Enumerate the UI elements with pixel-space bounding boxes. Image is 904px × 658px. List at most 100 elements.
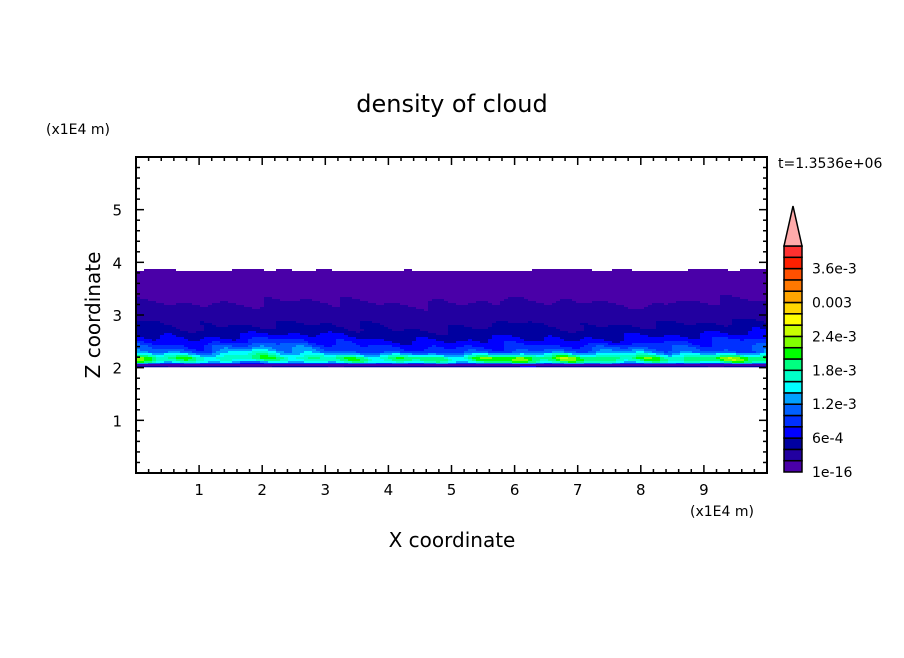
contour-cell bbox=[448, 285, 452, 288]
contour-cell bbox=[428, 287, 432, 290]
contour-cell bbox=[664, 281, 668, 284]
contour-cell bbox=[204, 299, 208, 302]
contour-cell bbox=[248, 327, 252, 330]
contour-cell bbox=[300, 273, 304, 276]
contour-cell bbox=[184, 311, 188, 314]
contour-cell bbox=[180, 299, 184, 302]
contour-cell bbox=[736, 311, 740, 314]
contour-cell bbox=[312, 303, 316, 306]
contour-cell bbox=[512, 279, 516, 282]
contour-cell bbox=[632, 303, 636, 306]
contour-cell bbox=[476, 329, 480, 332]
contour-cell bbox=[276, 313, 280, 316]
contour-cell bbox=[396, 319, 400, 322]
contour-cell bbox=[136, 285, 140, 288]
contour-cell bbox=[444, 295, 448, 298]
contour-cell bbox=[712, 297, 716, 300]
contour-cell bbox=[688, 307, 692, 310]
contour-cell bbox=[396, 309, 400, 312]
contour-cell bbox=[420, 311, 424, 314]
contour-cell bbox=[436, 299, 440, 302]
contour-cell bbox=[392, 293, 396, 296]
contour-cell bbox=[272, 311, 276, 314]
contour-cell bbox=[392, 273, 396, 276]
contour-cell bbox=[516, 327, 520, 330]
contour-cell bbox=[516, 331, 520, 334]
contour-cell bbox=[240, 271, 244, 274]
contour-cell bbox=[136, 277, 140, 280]
contour-cell bbox=[668, 277, 672, 280]
contour-cell bbox=[176, 293, 180, 296]
contour-cell bbox=[576, 287, 580, 290]
contour-cell bbox=[296, 309, 300, 312]
contour-cell bbox=[536, 325, 540, 328]
contour-cell bbox=[684, 323, 688, 326]
contour-cell bbox=[552, 271, 556, 274]
contour-cell bbox=[576, 321, 580, 324]
contour-cell bbox=[340, 311, 344, 314]
contour-cell bbox=[300, 321, 304, 324]
contour-cell bbox=[324, 301, 328, 304]
contour-cell bbox=[224, 275, 228, 278]
contour-cell bbox=[164, 317, 168, 320]
contour-cell bbox=[512, 293, 516, 296]
contour-cell bbox=[708, 311, 712, 314]
contour-cell bbox=[536, 271, 540, 274]
contour-cell bbox=[304, 289, 308, 292]
contour-cell bbox=[472, 329, 476, 332]
contour-cell bbox=[752, 311, 756, 314]
contour-cell bbox=[692, 329, 696, 332]
contour-cell bbox=[692, 307, 696, 310]
contour-cell bbox=[560, 283, 564, 286]
contour-cell bbox=[164, 327, 168, 330]
contour-cell bbox=[636, 273, 640, 276]
contour-cell bbox=[388, 295, 392, 298]
contour-cell bbox=[492, 295, 496, 298]
contour-cell bbox=[716, 321, 720, 324]
contour-cell bbox=[152, 295, 156, 298]
contour-cell bbox=[360, 299, 364, 302]
contour-cell bbox=[748, 307, 752, 310]
contour-cell bbox=[168, 275, 172, 278]
contour-cell bbox=[520, 271, 524, 274]
contour-cell bbox=[596, 289, 600, 292]
contour-cell bbox=[176, 333, 180, 336]
contour-cell bbox=[292, 329, 296, 332]
contour-cell bbox=[452, 279, 456, 282]
contour-cell bbox=[500, 323, 504, 326]
contour-cell bbox=[484, 301, 488, 304]
contour-cell bbox=[592, 325, 596, 328]
contour-cell bbox=[744, 325, 748, 328]
contour-cell bbox=[460, 305, 464, 308]
contour-cell bbox=[344, 283, 348, 286]
contour-cell bbox=[196, 289, 200, 292]
contour-cell bbox=[732, 299, 736, 302]
contour-cell bbox=[400, 313, 404, 316]
contour-cell bbox=[532, 269, 536, 272]
contour-cell bbox=[432, 315, 436, 318]
contour-cell bbox=[436, 325, 440, 328]
contour-cell bbox=[260, 331, 264, 334]
contour-cell bbox=[460, 301, 464, 304]
contour-cell bbox=[632, 319, 636, 322]
contour-cell bbox=[188, 307, 192, 310]
contour-cell bbox=[308, 301, 312, 304]
contour-cell bbox=[596, 325, 600, 328]
contour-cell bbox=[328, 329, 332, 332]
contour-cell bbox=[408, 283, 412, 286]
contour-cell bbox=[220, 291, 224, 294]
contour-cell bbox=[336, 295, 340, 298]
contour-cell bbox=[752, 271, 756, 274]
contour-cell bbox=[624, 303, 628, 306]
contour-cell bbox=[304, 285, 308, 288]
contour-cell bbox=[316, 321, 320, 324]
contour-cell bbox=[284, 285, 288, 288]
contour-cell bbox=[480, 309, 484, 312]
contour-cell bbox=[516, 319, 520, 322]
contour-cell bbox=[756, 327, 760, 330]
contour-cell bbox=[432, 275, 436, 278]
contour-cell bbox=[720, 315, 724, 318]
contour-cell bbox=[192, 311, 196, 314]
contour-cell bbox=[600, 311, 604, 314]
contour-cell bbox=[648, 297, 652, 300]
